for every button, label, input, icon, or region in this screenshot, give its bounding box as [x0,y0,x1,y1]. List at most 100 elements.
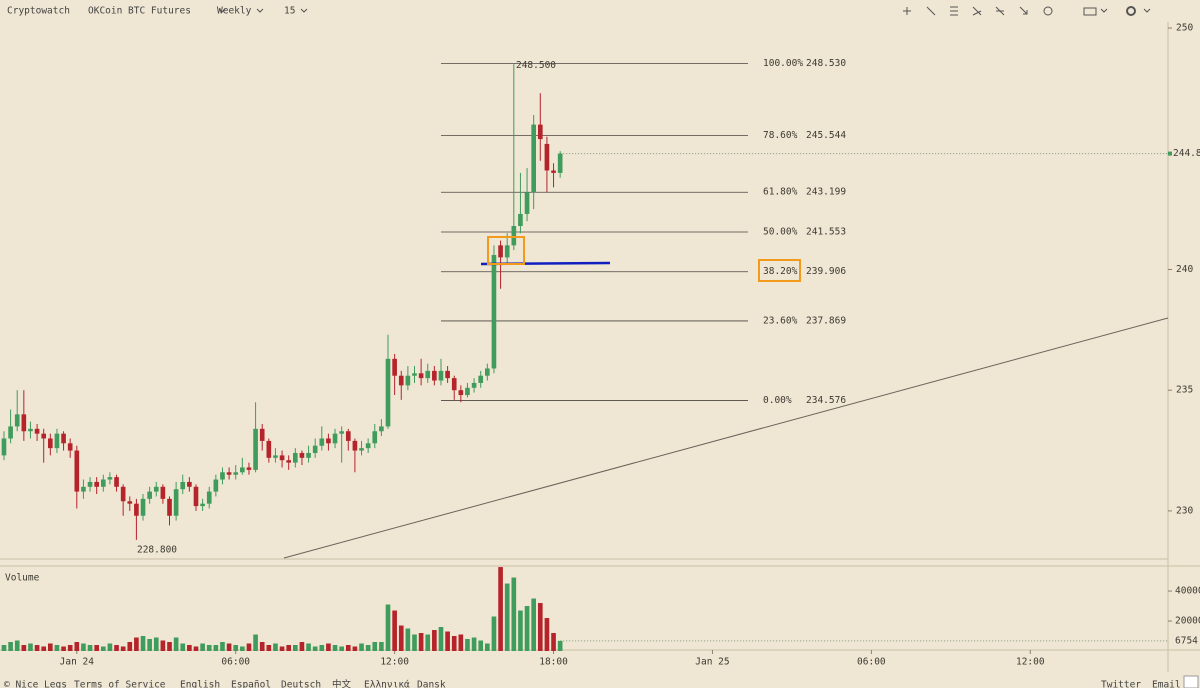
interval-selector[interactable]: 15 [284,6,295,17]
candle-body [471,382,477,388]
candle-body [478,375,484,383]
volume-bar [14,640,20,651]
arrow-tool[interactable] [1019,6,1028,15]
candle-body [425,370,431,379]
candle-body [1,438,7,456]
brand[interactable]: Cryptowatch [7,6,70,17]
volume-tick-label: 40000 [1175,586,1200,597]
footer-link[interactable]: English [180,680,220,688]
market-selector[interactable]: OKCoin BTC Futures [88,6,191,17]
fib-level-price: 234.576 [806,395,846,406]
footer-link[interactable]: Ελληνικά [364,680,410,688]
volume-bar [478,640,484,651]
circle-tool[interactable] [1043,6,1053,16]
volume-bar [100,646,106,651]
volume-bar [332,645,338,651]
period-selector[interactable]: Weekly [217,6,252,17]
candle-body [445,370,450,379]
candle-body [173,489,179,516]
x-tick-label: 18:00 [539,657,568,668]
volume-bar [94,645,99,651]
volume-bar [445,631,450,651]
volume-bar [425,634,431,651]
volume-bar [418,633,424,651]
fib-level-percent: 78.60% [763,130,798,141]
settings-button[interactable] [1126,6,1136,16]
candle-body [61,433,66,444]
candle-body [167,498,172,516]
volume-bar [134,637,139,651]
volume-bar [379,642,384,651]
footer-link[interactable]: © Nice Legs [4,680,67,688]
candle-body [233,472,239,475]
volume-bar [74,642,80,651]
volume-bar [405,628,411,651]
volume-bar [485,643,490,651]
volume-bar [67,645,73,651]
volume-bar [345,645,351,651]
footer-link[interactable]: Deutsch [281,680,321,688]
drawing-tools [903,6,1151,16]
current-volume-label: 6754 [1175,635,1198,646]
fullscreen-button[interactable] [1183,675,1199,688]
volume-bar [259,642,265,651]
candle-body [418,373,424,379]
candle-body [557,153,563,173]
cross-tool[interactable] [903,7,911,15]
footer-link[interactable]: Dansk [417,680,446,688]
volume-bar [537,603,543,651]
extreme-label: 228.800 [137,544,177,555]
candle-body [485,368,490,376]
y-tick-label: 235 [1176,385,1193,396]
fib-level-percent: 100.00% [763,58,803,69]
candle-body [299,452,305,458]
volume-bar [365,645,371,651]
volume-bar [180,643,186,651]
fib-level-price: 245.544 [806,130,846,141]
footer-link[interactable]: Terms of Service [74,680,166,688]
fib-tool[interactable] [950,6,958,16]
candle-body [544,143,550,171]
x-tick-label: 06:00 [857,657,886,668]
volume-bar [359,643,364,651]
candle-body [365,443,371,449]
footer-link[interactable]: Español [231,680,271,688]
candle-body [306,452,311,458]
candle-body [372,431,378,444]
volume-bar [28,643,33,651]
volume-bar [458,634,464,651]
x-tick-label: 06:00 [221,657,250,668]
volume-bar [114,645,119,651]
line-tool[interactable] [926,6,936,16]
candle-body [392,358,397,376]
volume-bar [286,645,292,651]
volume-bar [34,645,40,651]
footer-link[interactable]: Email [1152,680,1181,688]
fib-level-percent: 0.00% [763,395,792,406]
footer-link[interactable]: Twitter [1101,680,1141,688]
volume-bar [233,645,239,651]
volume-bar [279,646,285,651]
dropdown-arrow [256,8,264,13]
fan-tool[interactable] [972,6,982,16]
candle-body [518,213,523,227]
keyboard-button[interactable] [1083,7,1097,16]
pitch-tool[interactable] [995,6,1005,16]
toolbar: Cryptowatch OKCoin BTC Futures Weekly 15 [7,6,1151,17]
candle-body [213,479,219,492]
volume-bar [306,643,311,651]
candle-body [339,431,344,434]
candle-body [359,448,364,451]
plot-area: 230 235 240 250 20000 40000 Jan 24 06:00 12:00 18… [1,23,1200,668]
footer-link[interactable]: 中文 [332,679,352,688]
volume-bar [81,643,86,651]
candle-body [193,486,199,507]
volume-bar [392,610,397,651]
candle-body [240,467,245,473]
volume-bar [531,598,536,651]
candle-body [87,481,93,487]
volume-bar [220,642,225,651]
